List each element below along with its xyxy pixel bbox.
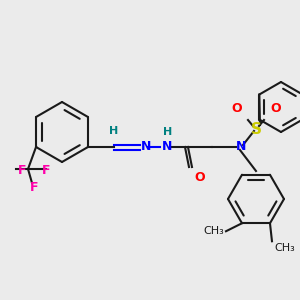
Text: F: F: [30, 181, 38, 194]
Text: O: O: [194, 171, 205, 184]
Text: CH₃: CH₃: [274, 243, 295, 253]
Text: H: H: [164, 127, 172, 137]
Text: N: N: [162, 140, 172, 154]
Text: N: N: [236, 140, 246, 154]
Text: S: S: [250, 122, 262, 136]
Text: F: F: [42, 164, 50, 178]
Text: CH₃: CH₃: [203, 226, 224, 236]
Text: N: N: [141, 140, 152, 154]
Text: F: F: [17, 164, 26, 178]
Text: H: H: [110, 126, 118, 136]
Text: O: O: [231, 102, 242, 115]
Text: O: O: [270, 102, 280, 115]
